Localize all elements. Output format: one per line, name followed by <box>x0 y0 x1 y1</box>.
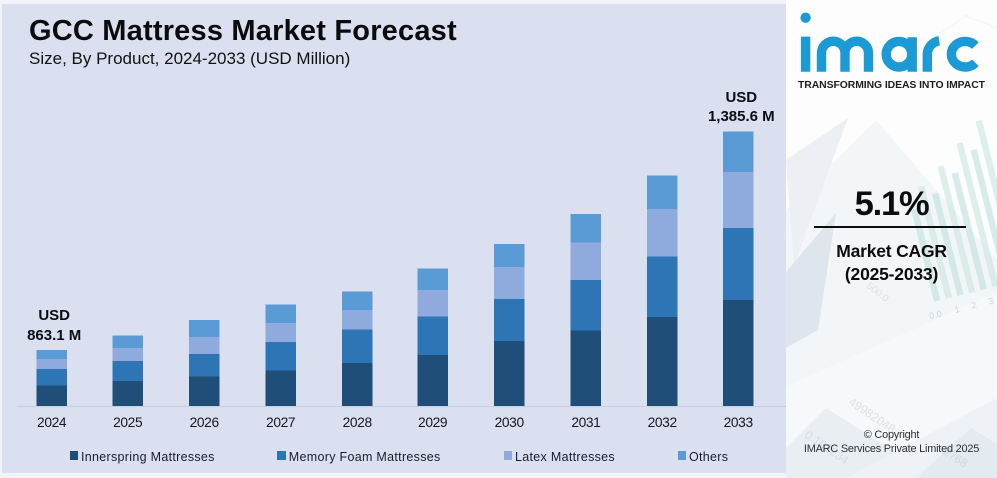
svg-text:0.0: 0.0 <box>928 309 943 322</box>
svg-text:TRANSFORMING IDEAS INTO IMPACT: TRANSFORMING IDEAS INTO IMPACT <box>798 80 986 91</box>
